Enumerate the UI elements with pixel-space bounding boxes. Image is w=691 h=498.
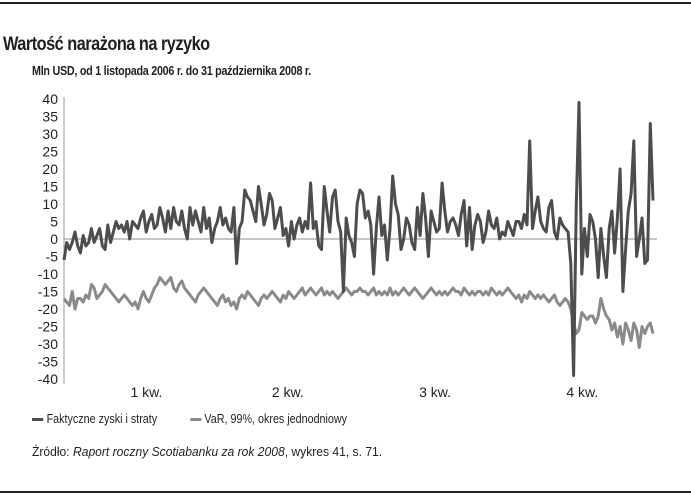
y-tick-label: -35 — [38, 354, 58, 370]
y-tick-label: 20 — [42, 161, 58, 177]
y-tick-label: -10 — [38, 266, 58, 282]
source-note: Źródło: Raport roczny Scotiabanku za rok… — [32, 444, 382, 459]
y-tick-label: 15 — [42, 179, 58, 195]
series-actual-pnl — [62, 101, 655, 377]
legend-item-var: VaR, 99%, okres jednodniowy — [189, 412, 348, 426]
y-tick-label: -25 — [38, 319, 58, 335]
source-suffix: , wykres 41, s. 71. — [284, 444, 383, 459]
line-chart: 4035302520151050-5-10-15-20-25-30-35-40 … — [38, 91, 657, 400]
chart-title: Wartość narażona na ryzyko — [3, 34, 210, 55]
source-title: Raport roczny Scotiabanku za rok 2008 — [72, 444, 285, 459]
chart-subtitle: Mln USD, od 1 listopada 2006 r. do 31 pa… — [32, 64, 311, 78]
y-tick-label: 5 — [50, 214, 58, 230]
y-tick-label: -15 — [38, 284, 58, 300]
y-tick-label: -5 — [46, 249, 59, 265]
x-tick-label: 3 kw. — [419, 384, 451, 400]
y-tick-label: -40 — [38, 371, 58, 387]
legend-item-actual: Faktyczne zyski i straty — [32, 412, 157, 426]
bottom-rule — [0, 491, 691, 493]
source-prefix: Źródło: — [32, 444, 73, 459]
legend-label-actual: Faktyczne zyski i straty — [46, 412, 158, 426]
y-tick-label: 10 — [42, 196, 58, 212]
legend-label-var: VaR, 99%, okres jednodniowy — [204, 412, 348, 426]
y-tick-label: 30 — [42, 126, 58, 142]
y-tick-label: 25 — [42, 144, 58, 160]
y-tick-label: 35 — [42, 109, 58, 125]
y-tick-label: 40 — [42, 91, 58, 107]
x-tick-label: 1 kw. — [131, 384, 163, 400]
series-var — [62, 276, 655, 349]
x-axis-labels: 1 kw. 2 kw. 3 kw. 4 kw. — [131, 384, 599, 400]
legend-swatch-actual-icon — [32, 417, 44, 421]
legend: Faktyczne zyski i straty VaR, 99%, okres… — [32, 412, 380, 426]
y-tick-label: 0 — [50, 231, 58, 247]
x-tick-label: 2 kw. — [272, 384, 304, 400]
top-rule — [0, 2, 691, 4]
legend-swatch-var-icon — [189, 417, 201, 421]
y-tick-label: -30 — [38, 336, 58, 352]
y-tick-label: -20 — [38, 301, 58, 317]
x-tick-label: 4 kw. — [566, 384, 598, 400]
